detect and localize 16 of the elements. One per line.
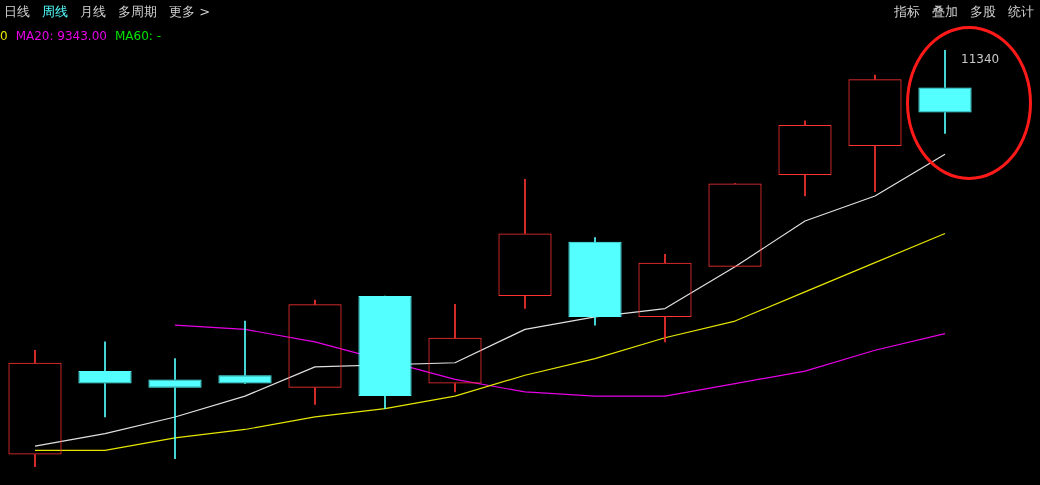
text: 多股: [969, 3, 997, 21]
text: 更多 >: [169, 3, 211, 21]
text: 统计: [1007, 3, 1035, 21]
text: 日线: [4, 3, 30, 21]
annotation: 11340: [961, 52, 1000, 67]
text: 多周期: [118, 3, 157, 21]
text: 周线: [42, 3, 68, 21]
candlestick: [568, 237, 622, 326]
candlestick: [78, 341, 132, 418]
text: 0: [0, 29, 8, 43]
text: 指标: [893, 3, 921, 21]
text: 叠加: [931, 3, 959, 21]
text: MA20: 9343.00: [15, 29, 107, 43]
text: 月线: [80, 3, 106, 21]
legend-label: MA60: -: [114, 29, 161, 43]
candlestick: [148, 358, 202, 459]
